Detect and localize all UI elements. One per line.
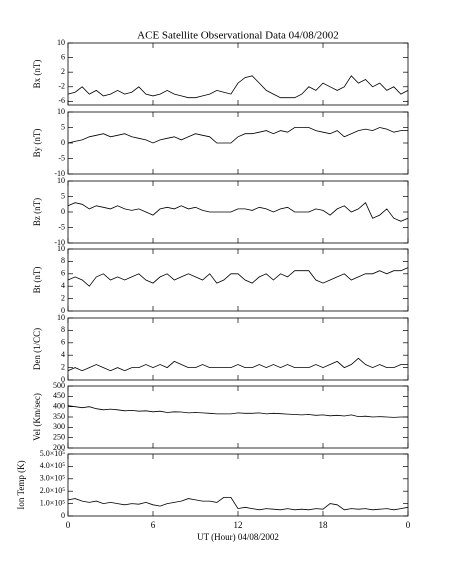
data-line xyxy=(67,127,408,144)
y-tick-label: 10 xyxy=(57,176,65,185)
panel-frame xyxy=(67,111,409,175)
panel-frame xyxy=(67,180,409,244)
y-tick-label: 5 xyxy=(61,122,65,131)
y-tick-label: 500 xyxy=(53,381,65,390)
y-tick-label: -10 xyxy=(54,169,65,178)
x-tick-label: 18 xyxy=(319,520,329,530)
panel-frame xyxy=(67,385,409,449)
panel-frame xyxy=(67,453,409,517)
y-tick-label: 3.0×10⁵ xyxy=(40,474,66,483)
y-tick-label: 2 xyxy=(61,67,65,76)
x-tick-label: 0 xyxy=(406,520,411,530)
y-axis-label: Bz (nT) xyxy=(32,198,42,226)
y-tick-label: 2 xyxy=(61,293,65,302)
y-tick-label: 1.0×10⁵ xyxy=(40,498,66,507)
chart-title: ACE Satellite Observational Data 04/08/2… xyxy=(137,30,339,42)
y-axis-label: Bt (nT) xyxy=(32,267,42,294)
y-tick-label: -5 xyxy=(58,222,65,231)
data-line xyxy=(67,357,408,372)
y-tick-label: 4.0×10⁵ xyxy=(40,461,66,470)
y-tick-label: 6 xyxy=(61,52,65,61)
y-tick-label: 8 xyxy=(61,256,65,265)
panel-frame xyxy=(67,317,409,381)
y-tick-label: 10 xyxy=(57,313,65,322)
y-tick-label: 2.0×10⁵ xyxy=(40,486,66,495)
y-tick-label: 6 xyxy=(61,269,65,278)
data-line xyxy=(67,75,409,99)
data-line xyxy=(67,405,408,418)
x-tick-label: 12 xyxy=(234,520,243,530)
panel-frame xyxy=(67,248,409,312)
y-axis-label: Ion Temp (K) xyxy=(16,460,26,509)
y-tick-label: 0 xyxy=(61,207,65,216)
y-tick-label: 0 xyxy=(61,375,65,384)
y-axis-label: Den (1/CC) xyxy=(32,328,42,370)
x-tick-label: 0 xyxy=(66,520,71,530)
y-tick-label: -2 xyxy=(58,82,65,91)
y-axis-label: By (nT) xyxy=(32,129,42,158)
y-tick-label: -10 xyxy=(54,238,65,247)
y-tick-label: 2 xyxy=(61,362,65,371)
y-tick-label: 300 xyxy=(53,422,65,431)
panel-frame xyxy=(67,42,409,106)
y-tick-label: 4 xyxy=(61,281,65,290)
y-axis-label: Vel (Km/sec) xyxy=(32,393,42,441)
data-line xyxy=(67,497,409,511)
y-axis-label: Bx (nT) xyxy=(32,60,42,89)
y-tick-label: 10 xyxy=(57,38,65,47)
x-axis-label: UT (Hour) 04/08/2002 xyxy=(197,532,279,542)
y-tick-label: 0 xyxy=(61,306,65,315)
y-tick-label: 350 xyxy=(53,412,65,421)
y-tick-label: 5 xyxy=(61,191,65,200)
y-tick-label: 4 xyxy=(61,350,65,359)
y-tick-label: -5 xyxy=(58,153,65,162)
y-tick-label: -6 xyxy=(58,96,65,105)
y-tick-label: 450 xyxy=(53,391,65,400)
y-tick-label: 200 xyxy=(53,443,65,452)
data-line xyxy=(67,267,409,287)
y-tick-label: 10 xyxy=(57,244,65,253)
y-tick-label: 10 xyxy=(57,107,65,116)
y-tick-label: 8 xyxy=(61,325,65,334)
data-line xyxy=(67,202,409,222)
y-tick-label: 6 xyxy=(61,338,65,347)
y-tick-label: 0 xyxy=(61,138,65,147)
y-tick-label: 0 xyxy=(61,511,65,520)
x-tick-label: 6 xyxy=(151,520,156,530)
y-tick-label: 250 xyxy=(53,432,65,441)
y-tick-label: 400 xyxy=(53,401,65,410)
y-tick-label: 5.0×10⁵ xyxy=(40,449,66,458)
